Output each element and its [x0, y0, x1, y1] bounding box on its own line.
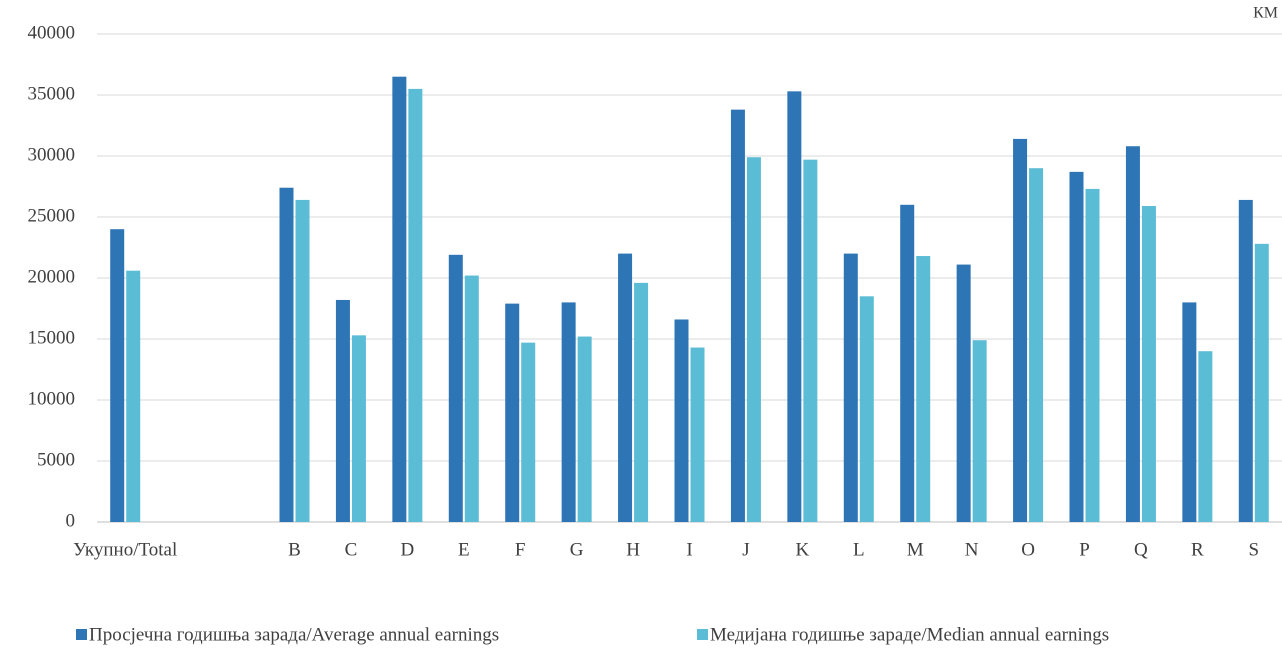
- bar: [1013, 138, 1028, 523]
- x-tick-label: P: [1079, 539, 1090, 560]
- bar: [110, 229, 125, 522]
- bar: [972, 340, 987, 522]
- legend-swatch: [697, 629, 708, 640]
- bar: [448, 254, 463, 522]
- y-tick-label: 35000: [28, 83, 76, 104]
- x-tick-label: B: [288, 539, 301, 560]
- bar: [1085, 188, 1100, 522]
- x-tick-label: R: [1191, 539, 1204, 560]
- bar: [690, 347, 705, 522]
- bar: [521, 342, 536, 522]
- bar: [505, 303, 520, 522]
- bar: [1141, 206, 1156, 522]
- bar: [464, 275, 479, 522]
- bar: [634, 282, 649, 522]
- y-tick-label: 10000: [28, 388, 76, 409]
- y-tick-label: 5000: [37, 449, 75, 470]
- legend-label: Просјечна годишња зарада/Average annual …: [89, 624, 499, 645]
- y-tick-label: 25000: [28, 205, 76, 226]
- bar: [335, 299, 350, 522]
- bar: [392, 76, 407, 522]
- bar: [916, 256, 931, 522]
- bar: [561, 302, 576, 522]
- bar: [843, 253, 858, 522]
- bar: [126, 270, 141, 522]
- x-tick-label: K: [795, 539, 809, 560]
- x-tick-label: I: [686, 539, 692, 560]
- x-tick-label: S: [1248, 539, 1259, 560]
- bar: [1254, 243, 1269, 522]
- bar: [803, 159, 818, 522]
- bar: [859, 296, 874, 522]
- unit-label: КМ: [1253, 5, 1278, 22]
- x-tick-label: D: [400, 539, 414, 560]
- x-tick-label: J: [742, 539, 749, 560]
- x-tick-label: F: [515, 539, 526, 560]
- bar: [900, 204, 915, 523]
- x-tick-label: O: [1021, 539, 1035, 560]
- bar: [408, 88, 423, 523]
- x-tick-label: E: [458, 539, 470, 560]
- bar: [1125, 146, 1140, 523]
- y-tick-label: 0: [66, 510, 76, 531]
- x-tick-label: Q: [1134, 539, 1148, 560]
- bar: [730, 109, 745, 522]
- legend-swatch: [76, 629, 87, 640]
- bar: [295, 199, 310, 523]
- bar: [1182, 302, 1197, 522]
- bar: [1069, 171, 1084, 523]
- bar: [279, 187, 294, 522]
- bar: [746, 157, 761, 522]
- x-tick-label: C: [345, 539, 358, 560]
- bar: [674, 319, 689, 522]
- x-tick-label: Укупно/Total: [73, 539, 177, 560]
- y-tick-label: 20000: [28, 266, 76, 287]
- x-tick-label: H: [626, 539, 640, 560]
- bar: [577, 336, 592, 522]
- x-tick-label: N: [965, 539, 979, 560]
- bar: [1029, 168, 1044, 522]
- y-tick-label: 40000: [28, 22, 76, 43]
- y-tick-label: 30000: [28, 144, 76, 165]
- legend-label: Медијана годишње зараде/Median annual ea…: [710, 624, 1109, 645]
- bar: [351, 335, 366, 522]
- x-tick-label: G: [570, 539, 584, 560]
- bar: [618, 253, 633, 522]
- y-tick-label: 15000: [28, 327, 76, 348]
- bar: [956, 264, 971, 522]
- bar: [1198, 351, 1213, 522]
- x-tick-label: L: [853, 539, 865, 560]
- bar: [787, 91, 802, 522]
- x-tick-label: M: [907, 539, 924, 560]
- bar: [1238, 199, 1253, 523]
